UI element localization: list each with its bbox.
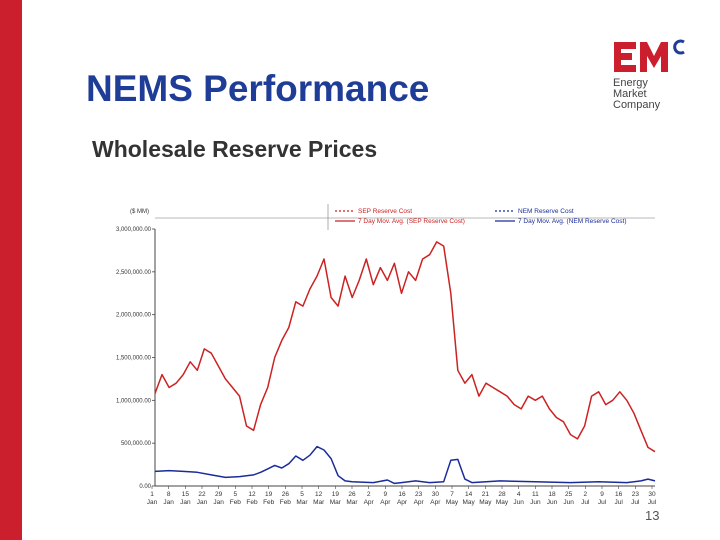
x-tick-month-label: Jun <box>530 499 541 506</box>
page-title: NEMS Performance <box>86 68 430 109</box>
x-tick-day-label: 5 <box>300 491 304 498</box>
x-tick-day-label: 30 <box>432 491 440 498</box>
x-tick-month-label: Mar <box>313 499 325 506</box>
legend-label: 7 Day Mov. Avg. (SEP Reserve Cost) <box>358 218 465 225</box>
x-tick-day-label: 12 <box>248 491 256 498</box>
x-tick-day-label: 29 <box>215 491 223 498</box>
x-tick-month-label: Feb <box>230 499 242 506</box>
x-tick-day-label: 26 <box>348 491 356 498</box>
x-tick-month-label: Jan <box>147 499 158 506</box>
logo-line-market: Market <box>613 88 647 100</box>
x-tick-month-label: Feb <box>280 499 292 506</box>
page-subtitle: Wholesale Reserve Prices <box>92 136 378 162</box>
x-tick-day-label: 11 <box>532 491 539 498</box>
x-tick-day-label: 18 <box>548 491 556 498</box>
logo-line-energy: Energy <box>613 77 648 89</box>
y-tick-label: 3,000,000.00 <box>116 227 152 233</box>
y-tick-label: 500,000.00 <box>121 441 152 447</box>
x-tick-month-label: Apr <box>364 499 375 506</box>
x-tick-month-label: May <box>446 499 459 506</box>
x-tick-month-label: May <box>463 499 476 506</box>
x-tick-day-label: 23 <box>632 491 640 498</box>
x-tick-month-label: Jan <box>180 499 191 506</box>
x-tick-day-label: 14 <box>465 491 473 498</box>
emc-logo-mark-icon <box>614 39 685 72</box>
series-line <box>154 241 656 453</box>
x-tick-day-label: 26 <box>282 491 290 498</box>
x-tick-month-label: Feb <box>246 499 258 506</box>
x-tick-month-label: May <box>496 499 509 506</box>
y-tick-label: 2,500,000.00 <box>116 270 152 276</box>
x-tick-month-label: Apr <box>414 499 425 506</box>
x-tick-month-label: Feb <box>263 499 275 506</box>
x-tick-day-label: 21 <box>482 491 490 498</box>
y-unit-label: ($ MM) <box>130 209 149 215</box>
x-tick-day-label: 1 <box>150 491 154 498</box>
company-logo: Energy Market Company <box>612 36 692 120</box>
x-tick-day-label: 30 <box>648 491 656 498</box>
x-tick-day-label: 2 <box>367 491 371 498</box>
x-tick-day-label: 9 <box>600 491 604 498</box>
x-tick-month-label: Jun <box>547 499 558 506</box>
x-tick-month-label: Jul <box>615 499 624 506</box>
x-tick-day-label: 16 <box>615 491 623 498</box>
left-accent-bar <box>0 0 22 540</box>
x-tick-day-label: 9 <box>384 491 388 498</box>
x-tick-day-label: 16 <box>398 491 406 498</box>
x-tick-month-label: Jul <box>598 499 607 506</box>
x-tick-month-label: Mar <box>346 499 358 506</box>
x-tick-month-label: Apr <box>430 499 441 506</box>
x-tick-day-label: 4 <box>517 491 521 498</box>
x-tick-day-label: 12 <box>315 491 323 498</box>
logo-text: Energy Market Company <box>613 78 660 111</box>
legend-label: NEM Reserve Cost <box>518 208 574 215</box>
page-number: 13 <box>645 508 660 523</box>
x-tick-month-label: Apr <box>397 499 408 506</box>
x-tick-month-label: Jun <box>563 499 574 506</box>
y-tick-label: 2,000,000.00 <box>116 313 152 319</box>
x-tick-month-label: Apr <box>380 499 391 506</box>
x-tick-day-label: 22 <box>198 491 206 498</box>
x-tick-day-label: 28 <box>498 491 506 498</box>
x-tick-month-label: Jan <box>213 499 224 506</box>
x-tick-month-label: Jul <box>631 499 640 506</box>
x-tick-month-label: Jan <box>197 499 208 506</box>
x-tick-day-label: 19 <box>332 491 340 498</box>
legend-label: 7 Day Mov. Avg. (NEM Reserve Cost) <box>518 218 627 225</box>
legend-label: SEP Reserve Cost <box>358 208 412 215</box>
x-tick-month-label: May <box>479 499 492 506</box>
y-tick-label: 1,000,000.00 <box>116 398 152 404</box>
y-tick-label: 1,500,000.00 <box>116 356 152 362</box>
x-tick-day-label: 5 <box>234 491 238 498</box>
x-tick-month-label: Jul <box>648 499 657 506</box>
x-tick-day-label: 2 <box>584 491 588 498</box>
logo-line-company: Company <box>613 99 661 111</box>
x-tick-day-label: 19 <box>265 491 273 498</box>
x-tick-month-label: Jun <box>513 499 524 506</box>
x-tick-month-label: Mar <box>330 499 342 506</box>
series-line <box>154 445 656 485</box>
x-tick-day-label: 15 <box>182 491 190 498</box>
x-tick-month-label: Jan <box>163 499 174 506</box>
y-tick-label: 0.00 <box>139 484 151 490</box>
x-tick-day-label: 23 <box>415 491 423 498</box>
x-tick-month-label: Jul <box>581 499 590 506</box>
reserve-prices-chart: ($ MM) 0.00 500,000.00 1,000,000.00 1,500,00… <box>116 204 657 506</box>
x-tick-month-label: Mar <box>296 499 308 506</box>
x-tick-day-label: 25 <box>565 491 573 498</box>
x-tick-day-label: 8 <box>167 491 171 498</box>
x-tick-day-label: 7 <box>450 491 454 498</box>
